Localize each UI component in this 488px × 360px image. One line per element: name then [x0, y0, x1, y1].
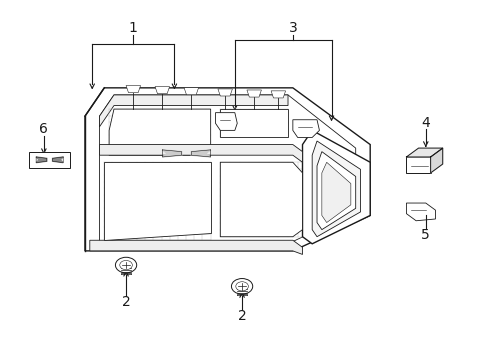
Polygon shape	[90, 240, 302, 255]
Polygon shape	[183, 88, 198, 95]
Polygon shape	[302, 130, 369, 244]
Polygon shape	[321, 162, 350, 222]
Polygon shape	[109, 109, 210, 155]
Polygon shape	[246, 90, 261, 97]
Polygon shape	[162, 150, 181, 157]
Text: 4: 4	[421, 116, 429, 130]
Polygon shape	[99, 95, 287, 127]
Polygon shape	[406, 203, 435, 221]
Polygon shape	[53, 157, 63, 163]
Polygon shape	[155, 87, 169, 94]
Polygon shape	[311, 141, 360, 237]
Polygon shape	[215, 113, 237, 130]
Circle shape	[235, 282, 248, 291]
Polygon shape	[406, 157, 430, 173]
Polygon shape	[430, 148, 442, 173]
Polygon shape	[270, 91, 285, 98]
Polygon shape	[220, 109, 287, 138]
Polygon shape	[99, 145, 302, 162]
Text: 6: 6	[40, 122, 48, 136]
Text: 3: 3	[288, 21, 297, 35]
Polygon shape	[99, 95, 355, 244]
Circle shape	[115, 257, 137, 273]
Polygon shape	[218, 89, 232, 96]
Polygon shape	[36, 157, 47, 163]
Polygon shape	[316, 152, 355, 230]
Polygon shape	[29, 152, 70, 168]
Text: 5: 5	[421, 228, 429, 242]
Polygon shape	[191, 150, 210, 157]
Polygon shape	[85, 88, 369, 251]
Text: 2: 2	[237, 310, 246, 324]
Circle shape	[120, 260, 132, 270]
Polygon shape	[126, 86, 140, 93]
Polygon shape	[406, 148, 442, 157]
Text: 2: 2	[122, 295, 130, 309]
Polygon shape	[292, 120, 319, 138]
Text: 1: 1	[129, 21, 138, 35]
Circle shape	[231, 279, 252, 294]
Polygon shape	[104, 162, 210, 240]
Polygon shape	[220, 162, 302, 237]
